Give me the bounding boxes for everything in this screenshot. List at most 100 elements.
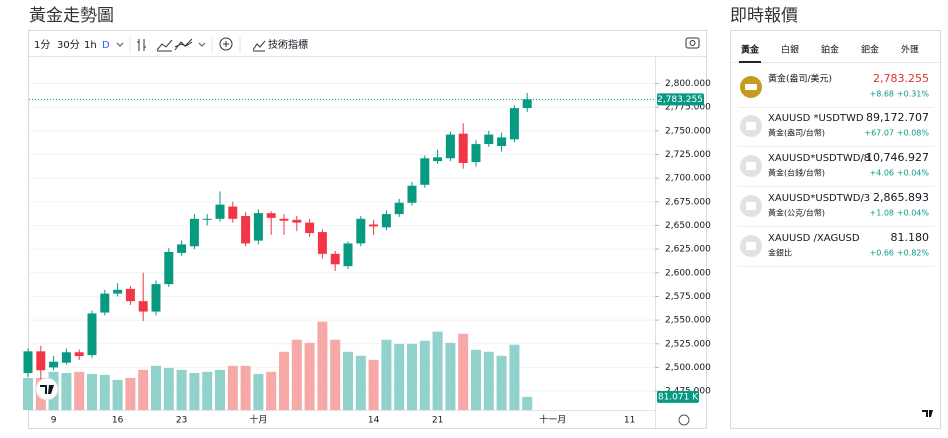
snapshot-icon[interactable]: [685, 37, 700, 49]
candle-body: [228, 206, 238, 219]
candle-body: [253, 213, 263, 241]
quotes-title: 即時報價: [730, 6, 798, 26]
candle-body: [407, 185, 417, 203]
quote-row[interactable]: XAUUSD /XAGUSD 金銀比 81.180 +0.66 +0.82%: [740, 231, 929, 258]
y-tick-label: 2,650.000: [665, 221, 711, 231]
y-tick-label: 2,625.000: [665, 245, 711, 255]
x-tick-label: 21: [432, 416, 443, 426]
dropdown-icon[interactable]: [198, 42, 206, 47]
last-price-tag: [657, 93, 704, 106]
interval-d[interactable]: D: [102, 40, 110, 51]
candle-body: [433, 157, 443, 162]
volume-bar: [522, 396, 533, 410]
candle-body: [279, 218, 289, 221]
candle-body: [49, 361, 59, 368]
x-tick-label: 十一月: [539, 414, 566, 426]
volume-bar: [151, 365, 161, 410]
y-tick-label: 2,775.000: [665, 103, 711, 113]
quote-price: 89,172.707: [866, 111, 929, 124]
volume-bar: [138, 369, 149, 410]
x-tick-label: 14: [368, 416, 380, 426]
candle-body: [215, 204, 225, 219]
candle-body: [151, 284, 161, 312]
volume-bar: [291, 339, 302, 410]
quote-row[interactable]: XAUUSD*USDTWD/3 黃金(公克/台幣) 2,865.893 +1.08 +0…: [740, 191, 929, 218]
tab[interactable]: 外匯: [901, 44, 919, 56]
candle-body: [330, 253, 340, 265]
volume-bar: [419, 340, 430, 410]
gold-bar-icon: [745, 84, 757, 90]
candle-body: [394, 202, 404, 215]
volume-bar: [343, 351, 353, 410]
quote-subtitle: 黃金(公克/台幣): [768, 208, 825, 218]
volume-label: 81.071 K: [658, 392, 699, 402]
tab[interactable]: 白銀: [781, 44, 799, 56]
quote-pct: +0.82%: [897, 249, 930, 258]
interval-30m[interactable]: 30分: [57, 39, 80, 51]
quote-row[interactable]: 黃金(盎司/美元) 2,783.255 +8.68 +0.31%: [740, 72, 929, 99]
quote-row[interactable]: XAUUSD*USDTWD/8 黃金(台錢/台幣) 10,746.927 +4.06 +…: [740, 151, 929, 178]
candle-body: [189, 218, 199, 247]
quote-name: XAUUSD*USDTWD/3: [768, 193, 870, 204]
volume-bar: [163, 367, 174, 410]
volume-bar: [407, 343, 417, 410]
quote-change: +4.06: [869, 169, 894, 178]
candle-body: [292, 219, 302, 223]
quote-subtitle: 金銀比: [768, 248, 792, 258]
tab[interactable]: 鈀金: [861, 44, 879, 56]
y-tick-label: 2,675.000: [665, 197, 711, 207]
interval-1m[interactable]: 1分: [34, 39, 50, 51]
tab[interactable]: 鉑金: [821, 44, 839, 56]
quote-name: XAUUSD*USDTWD/8: [768, 153, 870, 164]
quote-price: 2,865.893: [873, 191, 929, 204]
indicators-button[interactable]: 技術指標: [268, 38, 308, 51]
candle-body: [369, 224, 379, 227]
volume-bar: [368, 359, 379, 410]
volume-bar: [266, 371, 277, 410]
indicator-icon[interactable]: [252, 40, 266, 52]
chart-style-icon[interactable]: [174, 38, 193, 51]
quote-subtitle: 黃金(盎司/台幣): [768, 128, 825, 138]
quote-subtitle: 黃金(台錢/台幣): [768, 168, 825, 178]
volume-bar: [253, 373, 264, 410]
candle-body: [343, 243, 353, 267]
tab[interactable]: 黃金: [740, 44, 760, 56]
quote-change: +0.66: [869, 249, 894, 258]
page-title: 黃金走勢圖: [29, 6, 114, 26]
candle-body: [381, 214, 391, 228]
quote-change: +67.07: [864, 129, 894, 138]
plot: 2,475.0002,500.0002,525.0002,550.0002,57…: [23, 79, 711, 426]
volume-bar: [112, 379, 123, 410]
quote-pct: +0.04%: [897, 169, 930, 178]
candle-body: [420, 158, 430, 185]
y-tick-label: 2,600.000: [665, 268, 711, 278]
candle-type-icon[interactable]: [137, 39, 146, 51]
dropdown-icon[interactable]: [116, 42, 124, 47]
add-icon[interactable]: [219, 37, 233, 51]
x-tick-label: 16: [112, 416, 124, 426]
candle-body: [509, 108, 519, 140]
quote-pct: +0.31%: [897, 90, 930, 99]
quote-pct: +0.08%: [897, 129, 930, 138]
quote-name: XAUUSD /XAGUSD: [768, 233, 860, 244]
interval-1h[interactable]: 1h: [84, 40, 97, 51]
volume-bar: [304, 342, 315, 410]
volume-tag: [657, 390, 699, 403]
compare-icon[interactable]: [156, 39, 173, 52]
candle-body: [23, 351, 33, 374]
quote-row[interactable]: XAUUSD *USDTWD 黃金(盎司/台幣) 89,172.707 +67.07 +…: [740, 111, 929, 138]
candle-body: [522, 99, 532, 109]
y-tick-label: 2,750.000: [665, 126, 711, 136]
quote-name: XAUUSD *USDTWD: [768, 113, 864, 124]
quote-name: 黃金(盎司/美元): [768, 73, 832, 85]
candle-body: [61, 352, 71, 363]
candle-body: [317, 232, 327, 254]
candle-body: [471, 144, 481, 163]
candle-body: [100, 293, 110, 313]
candle-body: [484, 134, 494, 145]
candle-body: [497, 137, 507, 146]
settings-icon[interactable]: [678, 414, 690, 426]
volume-bar: [394, 343, 405, 410]
